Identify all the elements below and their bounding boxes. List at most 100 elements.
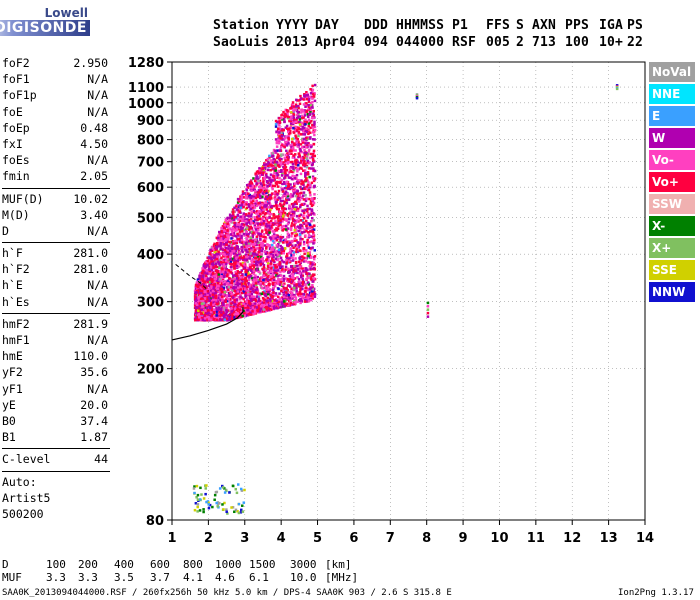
echo-point bbox=[265, 159, 268, 162]
echo-point bbox=[259, 282, 262, 285]
echo-point bbox=[236, 285, 240, 288]
echo-point bbox=[312, 228, 316, 231]
echo-point bbox=[297, 260, 301, 264]
echo-point bbox=[311, 84, 314, 88]
echo-point bbox=[272, 233, 276, 236]
echo-point bbox=[254, 260, 258, 263]
echo-point bbox=[309, 199, 313, 203]
echo-point bbox=[303, 114, 307, 117]
echo-point bbox=[276, 128, 280, 132]
echo-point bbox=[283, 120, 286, 124]
echo-point bbox=[285, 143, 289, 147]
param-name: MUF(D) bbox=[2, 191, 44, 206]
echo-point bbox=[292, 168, 296, 172]
echo-point bbox=[232, 278, 235, 281]
echo-point bbox=[305, 164, 309, 168]
echo-point bbox=[285, 252, 289, 256]
echo-point bbox=[251, 229, 254, 232]
echo-point bbox=[229, 262, 233, 266]
echo-point bbox=[247, 195, 250, 198]
echo-point bbox=[280, 289, 283, 293]
echo-point bbox=[235, 264, 239, 268]
header-value-9: 100 bbox=[565, 35, 590, 50]
echo-point bbox=[213, 242, 216, 246]
echo-point bbox=[304, 171, 308, 175]
echo-point bbox=[296, 190, 300, 193]
echo-point bbox=[269, 208, 272, 212]
echo-point bbox=[237, 223, 241, 227]
echo-point bbox=[291, 160, 294, 164]
echo-point bbox=[299, 273, 303, 277]
echo-point bbox=[310, 116, 314, 120]
echo-point bbox=[311, 175, 315, 178]
param-name: B0 bbox=[2, 413, 16, 428]
echo-point bbox=[198, 275, 201, 278]
echo-point bbox=[194, 285, 197, 289]
echo-point bbox=[274, 149, 277, 153]
echo-point bbox=[257, 270, 260, 273]
echo-point bbox=[298, 249, 301, 252]
echo-point bbox=[256, 211, 260, 215]
echo-point bbox=[208, 314, 211, 318]
echo-point bbox=[210, 260, 213, 263]
echo-point bbox=[304, 260, 308, 263]
echo-point bbox=[262, 183, 266, 187]
echo-point bbox=[293, 153, 297, 156]
echo-point bbox=[233, 267, 236, 270]
echo-point bbox=[257, 279, 260, 282]
echo-point bbox=[202, 291, 205, 295]
echo-point bbox=[313, 185, 316, 188]
echo-point bbox=[252, 281, 255, 285]
echo-point bbox=[312, 242, 315, 245]
echo-point bbox=[237, 218, 240, 221]
echo-point bbox=[295, 141, 298, 145]
echo-point bbox=[291, 149, 295, 152]
echo-point bbox=[301, 194, 305, 197]
echo-point bbox=[255, 210, 259, 213]
echo-point bbox=[246, 260, 249, 264]
echo-point bbox=[284, 224, 288, 228]
echo-point bbox=[300, 121, 304, 125]
echo-point bbox=[248, 293, 251, 296]
echo-point bbox=[260, 276, 263, 279]
echo-point bbox=[287, 130, 290, 134]
echo-point bbox=[211, 255, 214, 258]
echo-point bbox=[280, 269, 284, 272]
echo-point bbox=[298, 123, 302, 126]
echo-point bbox=[292, 105, 296, 108]
echo-point bbox=[300, 231, 303, 234]
echo-point bbox=[252, 312, 256, 316]
echo-point bbox=[294, 298, 298, 302]
echo-point bbox=[253, 248, 257, 252]
echo-point bbox=[298, 198, 302, 202]
echo-point bbox=[282, 260, 286, 264]
echo-point bbox=[298, 225, 301, 229]
echo-point bbox=[284, 114, 288, 118]
echo-point bbox=[275, 182, 278, 186]
echo-point bbox=[239, 247, 243, 251]
echo-point bbox=[304, 122, 307, 126]
echo-point bbox=[269, 253, 273, 256]
echo-point bbox=[215, 247, 218, 250]
echo-point bbox=[278, 124, 281, 127]
echo-point bbox=[263, 162, 266, 165]
echo-point bbox=[299, 147, 302, 151]
echo-point bbox=[228, 251, 232, 255]
echo-point bbox=[305, 165, 309, 169]
echo-point bbox=[299, 94, 302, 98]
echo-point bbox=[217, 273, 221, 276]
echo-point bbox=[287, 183, 290, 186]
echo-point bbox=[272, 148, 276, 152]
echo-point bbox=[227, 283, 230, 287]
echo-point bbox=[240, 269, 244, 272]
echo-point bbox=[274, 197, 277, 201]
echo-point bbox=[270, 306, 274, 309]
echo-point bbox=[260, 206, 264, 209]
echo-point bbox=[211, 272, 215, 276]
echo-point bbox=[215, 312, 219, 316]
echo-point bbox=[223, 237, 227, 240]
echo-point bbox=[290, 202, 294, 206]
echo-point bbox=[278, 181, 282, 185]
echo-point bbox=[283, 247, 287, 250]
echo-point bbox=[251, 288, 255, 291]
